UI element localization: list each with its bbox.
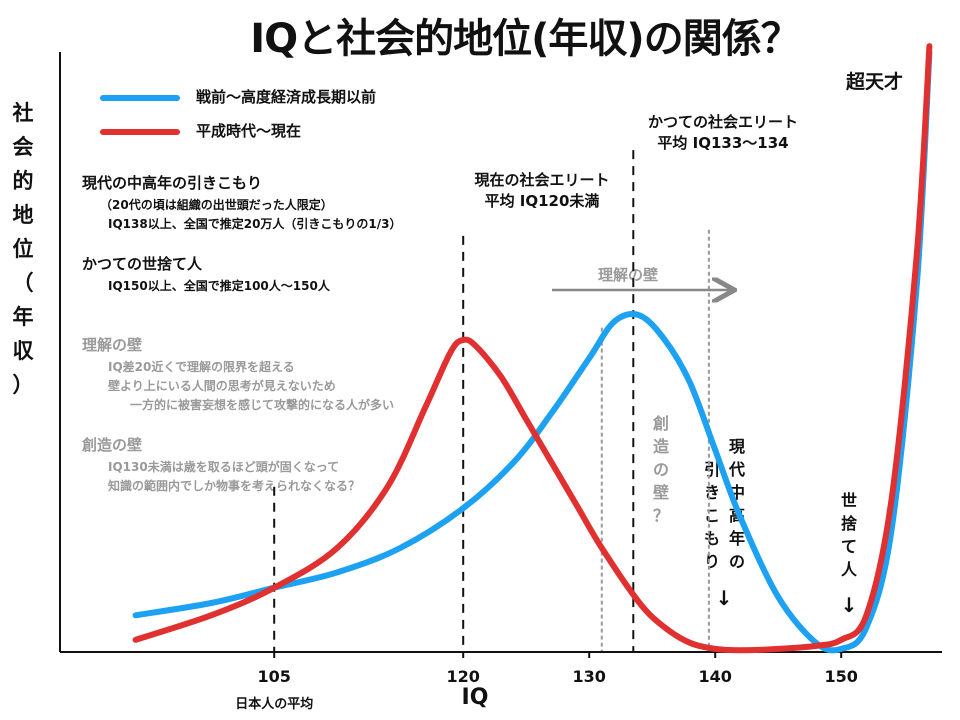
chart: 105 日本人の平均 120 130 140 150 IQ [0, 0, 960, 720]
x-tick-label-140: 140 [698, 667, 731, 686]
x-axis-label: IQ [462, 685, 489, 710]
series-line-red [136, 46, 930, 650]
x-tick-label-150: 150 [824, 667, 857, 686]
x-tick-label-130: 130 [572, 667, 605, 686]
x-tick-label-120: 120 [446, 667, 479, 686]
x-tick-label-105: 105 [257, 667, 290, 686]
series-line-blue [136, 52, 930, 650]
x-tick-sublabel-105: 日本人の平均 [235, 696, 313, 712]
